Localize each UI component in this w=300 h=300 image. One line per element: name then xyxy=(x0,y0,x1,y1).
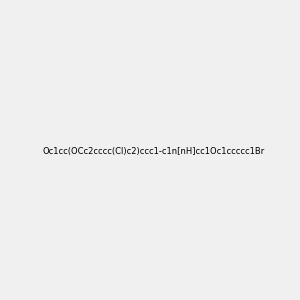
Text: Oc1cc(OCc2cccc(Cl)c2)ccc1-c1n[nH]cc1Oc1ccccc1Br: Oc1cc(OCc2cccc(Cl)c2)ccc1-c1n[nH]cc1Oc1c… xyxy=(43,147,265,156)
